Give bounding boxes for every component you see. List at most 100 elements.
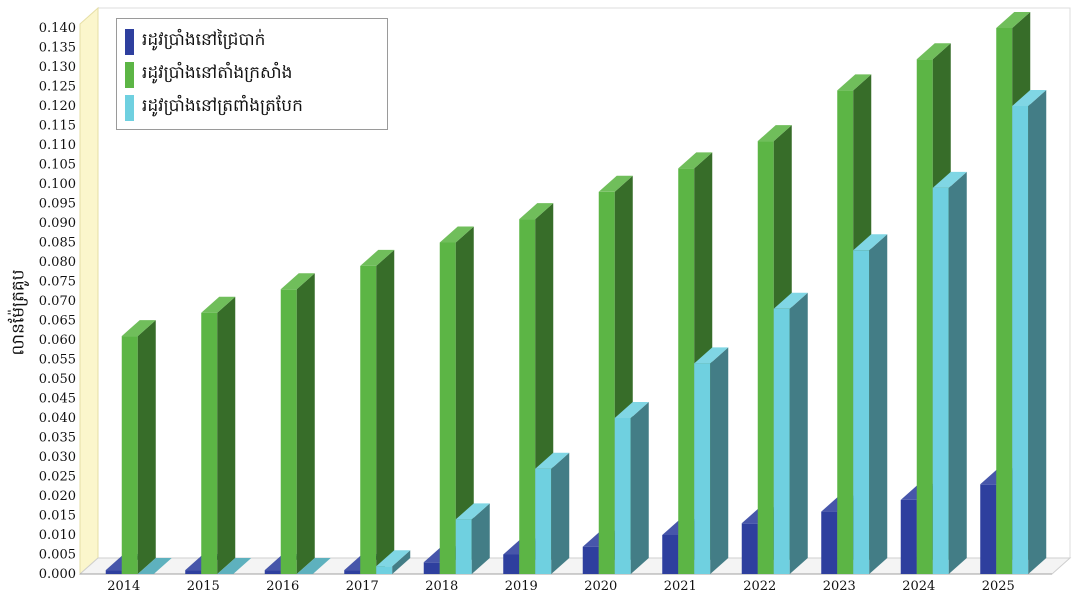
- bar-side: [551, 452, 570, 574]
- bar-front: [264, 570, 281, 574]
- y-axis-ticks: 0.000 0.005 0.010 0.015 0.020 0.025 0.030 0.035…: [39, 21, 76, 582]
- legend-swatch-2: [125, 61, 134, 88]
- bar-top: [853, 234, 888, 251]
- bar-3-2019: [535, 452, 570, 574]
- y-tick-label: 0.030: [39, 450, 76, 465]
- bar-side: [1028, 90, 1047, 574]
- bar-front: [757, 141, 774, 574]
- y-tick-label: 0.130: [39, 60, 76, 75]
- bar-front: [519, 219, 536, 574]
- bar-top: [932, 171, 967, 188]
- bar-front: [900, 499, 917, 574]
- bar-3-2016: [296, 558, 331, 574]
- bar-front: [455, 519, 472, 574]
- bar-front: [185, 570, 202, 574]
- bar-side: [710, 347, 729, 574]
- bar-2-2016: [280, 273, 315, 574]
- bar-front: [201, 312, 218, 574]
- legend: រដូវប្រាំងនៅជ្រៃបាក់ រដូវប្រាំងនៅតាំងក្រ…: [116, 18, 388, 130]
- y-tick-label: 0.055: [39, 353, 76, 368]
- bar-2-2014: [121, 320, 156, 574]
- bar-front: [376, 566, 393, 574]
- x-tick-label: 2023: [823, 579, 856, 594]
- bar-front: [741, 523, 758, 574]
- bar-3-2020: [614, 402, 649, 574]
- bar-3-2017: [376, 550, 411, 574]
- bar-front: [423, 562, 440, 574]
- x-tick-label: 2017: [346, 579, 379, 594]
- y-tick-label: 0.090: [39, 216, 76, 231]
- bar-side: [455, 226, 474, 574]
- y-tick-label: 0.000: [39, 567, 76, 582]
- left-wall: [79, 6, 99, 576]
- bar-top: [201, 296, 236, 313]
- y-tick-label: 0.050: [39, 372, 76, 387]
- bar-front: [980, 484, 997, 574]
- bar-front: [582, 546, 599, 574]
- legend-swatch-3: [125, 94, 134, 121]
- y-tick-label: 0.115: [39, 119, 76, 134]
- x-tick-label: 2014: [107, 579, 140, 594]
- bar-top: [519, 203, 554, 220]
- y-tick-label: 0.125: [39, 80, 76, 95]
- bar-front: [916, 59, 933, 574]
- bar-side: [948, 171, 967, 574]
- y-tick-label: 0.080: [39, 255, 76, 270]
- bar-top: [773, 292, 808, 309]
- bar-top: [360, 249, 395, 266]
- x-tick-label: 2016: [266, 579, 299, 594]
- y-tick-label: 0.095: [39, 197, 76, 212]
- y-tick-label: 0.075: [39, 275, 76, 290]
- bar-top: [121, 320, 156, 337]
- y-tick-label: 0.135: [39, 41, 76, 56]
- y-axis-label: លានម៉ែត្រគូប: [8, 269, 29, 356]
- bar-3-2015: [217, 558, 252, 574]
- bar-front: [439, 242, 456, 574]
- y-tick-label: 0.020: [39, 489, 76, 504]
- x-tick-label: 2025: [982, 579, 1015, 594]
- bars: [105, 12, 1047, 575]
- bar-front: [773, 308, 790, 574]
- bar-front: [344, 570, 361, 574]
- bar-front: [535, 468, 552, 574]
- legend-swatch-1: [125, 28, 134, 55]
- bar-front: [503, 554, 520, 574]
- y-tick-label: 0.110: [39, 138, 76, 153]
- bar-top: [376, 550, 411, 567]
- bar-base: [137, 558, 172, 574]
- x-tick-label: 2018: [425, 579, 458, 594]
- bar-front: [360, 265, 377, 574]
- bar-3-2018: [455, 503, 490, 574]
- bar-top: [916, 43, 951, 60]
- y-tick-label: 0.105: [39, 158, 76, 173]
- y-tick-label: 0.100: [39, 177, 76, 192]
- bar-top: [614, 402, 649, 418]
- bar-top: [280, 273, 315, 290]
- y-tick-label: 0.140: [39, 21, 76, 36]
- bar-top: [439, 226, 474, 243]
- bar-3-2014: [137, 558, 172, 574]
- y-tick-label: 0.120: [39, 99, 76, 114]
- bar-front: [996, 28, 1013, 574]
- y-tick-label: 0.015: [39, 509, 76, 524]
- bar-3-2024: [932, 171, 967, 574]
- bar-front: [662, 535, 679, 574]
- legend-label-2: រដូវប្រាំងនៅតាំងក្រសាំង: [142, 63, 293, 83]
- bar-base: [217, 558, 252, 574]
- bar-3-2023: [853, 234, 888, 575]
- bar-front: [1012, 106, 1029, 574]
- legend-item-3: រដូវប្រាំងនៅត្រពាំងត្របែក: [125, 91, 379, 124]
- bar-front: [121, 336, 138, 574]
- bar-top: [455, 503, 490, 520]
- y-tick-label: 0.045: [39, 392, 76, 407]
- bar-front: [678, 168, 695, 574]
- bar-top: [1012, 90, 1047, 106]
- bar-side: [471, 503, 490, 574]
- x-tick-label: 2021: [664, 579, 697, 594]
- legend-label-3: រដូវប្រាំងនៅត្រពាំងត្របែក: [142, 96, 303, 116]
- bar-base: [296, 558, 331, 574]
- bar-top: [535, 452, 570, 469]
- bar-side: [376, 249, 395, 574]
- bar-top: [678, 152, 713, 169]
